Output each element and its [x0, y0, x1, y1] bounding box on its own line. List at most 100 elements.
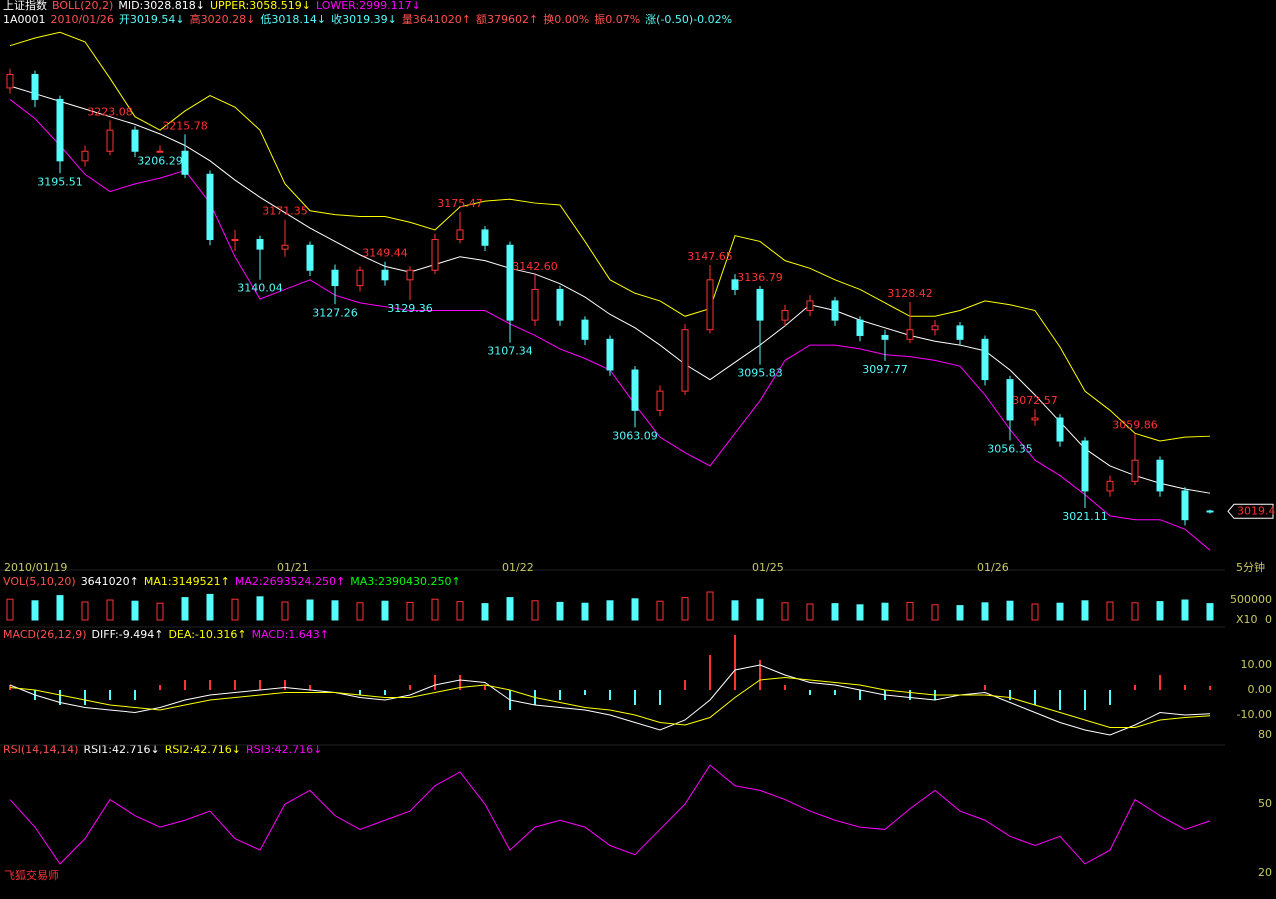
- volume-bar: [1181, 599, 1189, 621]
- last-price: 3019.4: [1237, 504, 1276, 517]
- candle-body: [856, 319, 864, 336]
- header-item: UPPER:3058.519↓: [210, 0, 311, 12]
- x-tick-label: 01/26: [977, 561, 1009, 574]
- header-item: MACD(26,12,9): [3, 628, 87, 641]
- volume-bar: [781, 602, 789, 621]
- extreme-label: 3056.35: [987, 442, 1033, 455]
- volume-bar: [231, 598, 239, 621]
- extreme-label: 3107.34: [487, 344, 533, 357]
- candle-body: [431, 239, 439, 271]
- indicator-line: [9, 31, 1211, 442]
- header-item: 额379602↑: [476, 13, 538, 26]
- volume-bar: [31, 600, 39, 621]
- volume-bar: [256, 596, 264, 621]
- volume-bar: [681, 597, 689, 621]
- candle-body: [206, 173, 214, 241]
- header-item: 涨(-0.50)-0.02%: [645, 13, 732, 26]
- extreme-label: 3063.09: [612, 429, 658, 442]
- candle-body: [681, 329, 689, 392]
- candle-body: [406, 269, 414, 281]
- candle-body: [731, 279, 739, 290]
- volume-bar: [856, 604, 864, 621]
- x-tick-label: 01/22: [502, 561, 534, 574]
- candle-body: [981, 338, 989, 381]
- volume-bar: [506, 597, 514, 621]
- header-item: DIFF:-9.494↑: [92, 628, 164, 641]
- extreme-label: 3072.57: [1012, 394, 1058, 407]
- candle-body: [1156, 459, 1164, 492]
- header-item: RSI3:42.716↓: [246, 743, 322, 756]
- volume-bar: [1106, 601, 1114, 621]
- extreme-label: 3223.08: [87, 105, 133, 118]
- x-tick-label: 01/25: [752, 561, 784, 574]
- header-item: DEA:-10.316↑: [168, 628, 246, 641]
- y-tick-label: 500000: [1230, 593, 1272, 606]
- header-item: 收3019.39↓: [331, 12, 397, 26]
- price-tag: [1227, 503, 1274, 519]
- header-item: VOL(5,10,20): [3, 575, 76, 588]
- extreme-label: 3215.78: [162, 119, 208, 132]
- candle-body: [1031, 417, 1039, 421]
- header-item: RSI(14,14,14): [3, 743, 78, 756]
- candle-body: [1056, 417, 1064, 442]
- extreme-label: 3206.29: [137, 155, 183, 168]
- volume-bar: [456, 601, 464, 621]
- volume-bar: [481, 603, 489, 621]
- header-item: 3641020↑: [81, 575, 139, 588]
- x-tick-label: 2010/01/19: [4, 561, 67, 574]
- extreme-label: 3136.79: [737, 271, 783, 284]
- header-item: MA2:2693524.250↑: [235, 575, 345, 588]
- volume-bar: [731, 600, 739, 621]
- candle-body: [1206, 510, 1214, 513]
- header-item: 高3020.28↓: [190, 12, 256, 26]
- candle-body: [781, 310, 789, 321]
- volume-bar: [531, 600, 539, 621]
- candle-body: [1131, 459, 1139, 482]
- volume-bar: [881, 602, 889, 621]
- header-item: 低3018.14↓: [260, 13, 326, 26]
- header-item: LOWER:2999.117↓: [316, 0, 421, 12]
- extreme-label: 3142.60: [512, 260, 558, 273]
- header-item: 开3019.54↓: [119, 13, 185, 26]
- extreme-label: 3128.42: [887, 287, 933, 300]
- candle-body: [656, 390, 664, 411]
- app-name: 飞狐交易师: [4, 868, 59, 882]
- candle-body: [1181, 490, 1189, 521]
- volume-bar: [181, 597, 189, 621]
- extreme-label: 3129.36: [387, 302, 433, 315]
- candle-body: [606, 338, 614, 371]
- candle-body: [281, 244, 289, 250]
- y-tick-label: 0: [1265, 613, 1272, 626]
- candle-body: [506, 244, 514, 321]
- candle-body: [531, 288, 539, 321]
- header-item: 2010/01/26: [51, 13, 114, 26]
- header-item: MA3:2390430.250↑: [350, 575, 460, 588]
- extreme-label: 3149.44: [362, 247, 408, 260]
- volume-bar: [1206, 603, 1214, 621]
- volume-bar: [1031, 603, 1039, 621]
- candle-body: [631, 369, 639, 411]
- extreme-label: 3175.47: [437, 197, 483, 210]
- candle-body: [131, 129, 139, 152]
- y-tick-label: 50: [1258, 797, 1272, 810]
- volume-bar: [906, 601, 914, 621]
- extreme-label: 3147.65: [687, 250, 733, 263]
- candle-body: [331, 269, 339, 287]
- candle-body: [756, 288, 764, 321]
- volume-bar: [831, 603, 839, 621]
- volume-bar: [1156, 601, 1164, 621]
- header-item: MA1:3149521↑: [144, 575, 230, 588]
- candle-body: [81, 150, 89, 162]
- header-item: RSI2:42.716↓: [165, 743, 241, 756]
- header-item: MID:3028.818↓: [118, 0, 205, 12]
- volume-bar: [606, 600, 614, 621]
- volume-bar: [1081, 600, 1089, 621]
- volume-bar: [981, 602, 989, 621]
- volume-bar: [81, 601, 89, 621]
- extreme-label: 3021.11: [1062, 510, 1108, 523]
- volume-bar: [656, 600, 664, 621]
- header-item: MACD:1.643↑: [252, 628, 329, 641]
- candle-body: [156, 150, 164, 153]
- volume-bar: [356, 602, 364, 621]
